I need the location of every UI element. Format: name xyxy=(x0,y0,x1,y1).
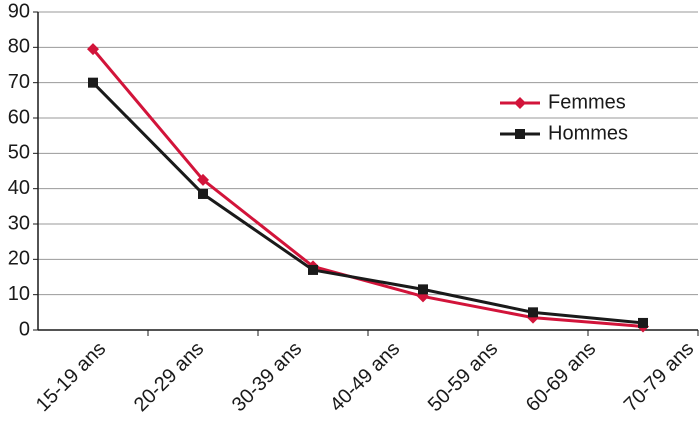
x-tick-label: 60-69 ans xyxy=(522,338,600,416)
series-line xyxy=(91,81,644,325)
marker xyxy=(418,284,428,295)
y-tick-label: 70 xyxy=(8,71,30,93)
legend-label: Hommes xyxy=(548,122,628,144)
x-tick-label: 20-29 ans xyxy=(130,338,208,416)
y-tick-label: 30 xyxy=(8,212,30,234)
y-tick-label: 10 xyxy=(8,283,30,305)
marker xyxy=(197,173,209,186)
marker xyxy=(87,43,99,56)
x-tick-label: 15-19 ans xyxy=(32,338,110,416)
x-tick-label: 40-49 ans xyxy=(326,338,404,416)
x-tick-label: 70-79 ans xyxy=(620,338,698,416)
y-tick-label: 80 xyxy=(8,36,30,58)
y-tick-label: 50 xyxy=(8,142,30,164)
marker xyxy=(198,188,208,199)
y-tick-label: 40 xyxy=(8,177,30,199)
marker xyxy=(514,97,526,109)
y-tick-label: 0 xyxy=(19,318,30,340)
marker xyxy=(528,307,538,318)
y-tick-label: 20 xyxy=(8,248,30,270)
marker xyxy=(308,264,318,275)
series-line xyxy=(91,48,644,328)
y-tick-label: 60 xyxy=(8,106,30,128)
marker xyxy=(638,317,648,328)
marker xyxy=(88,77,98,88)
x-tick-label: 50-59 ans xyxy=(424,338,502,416)
x-tick-label: 30-39 ans xyxy=(228,338,306,416)
marker xyxy=(515,129,525,139)
y-tick-label: 90 xyxy=(8,0,30,22)
legend-label: Femmes xyxy=(548,91,626,113)
